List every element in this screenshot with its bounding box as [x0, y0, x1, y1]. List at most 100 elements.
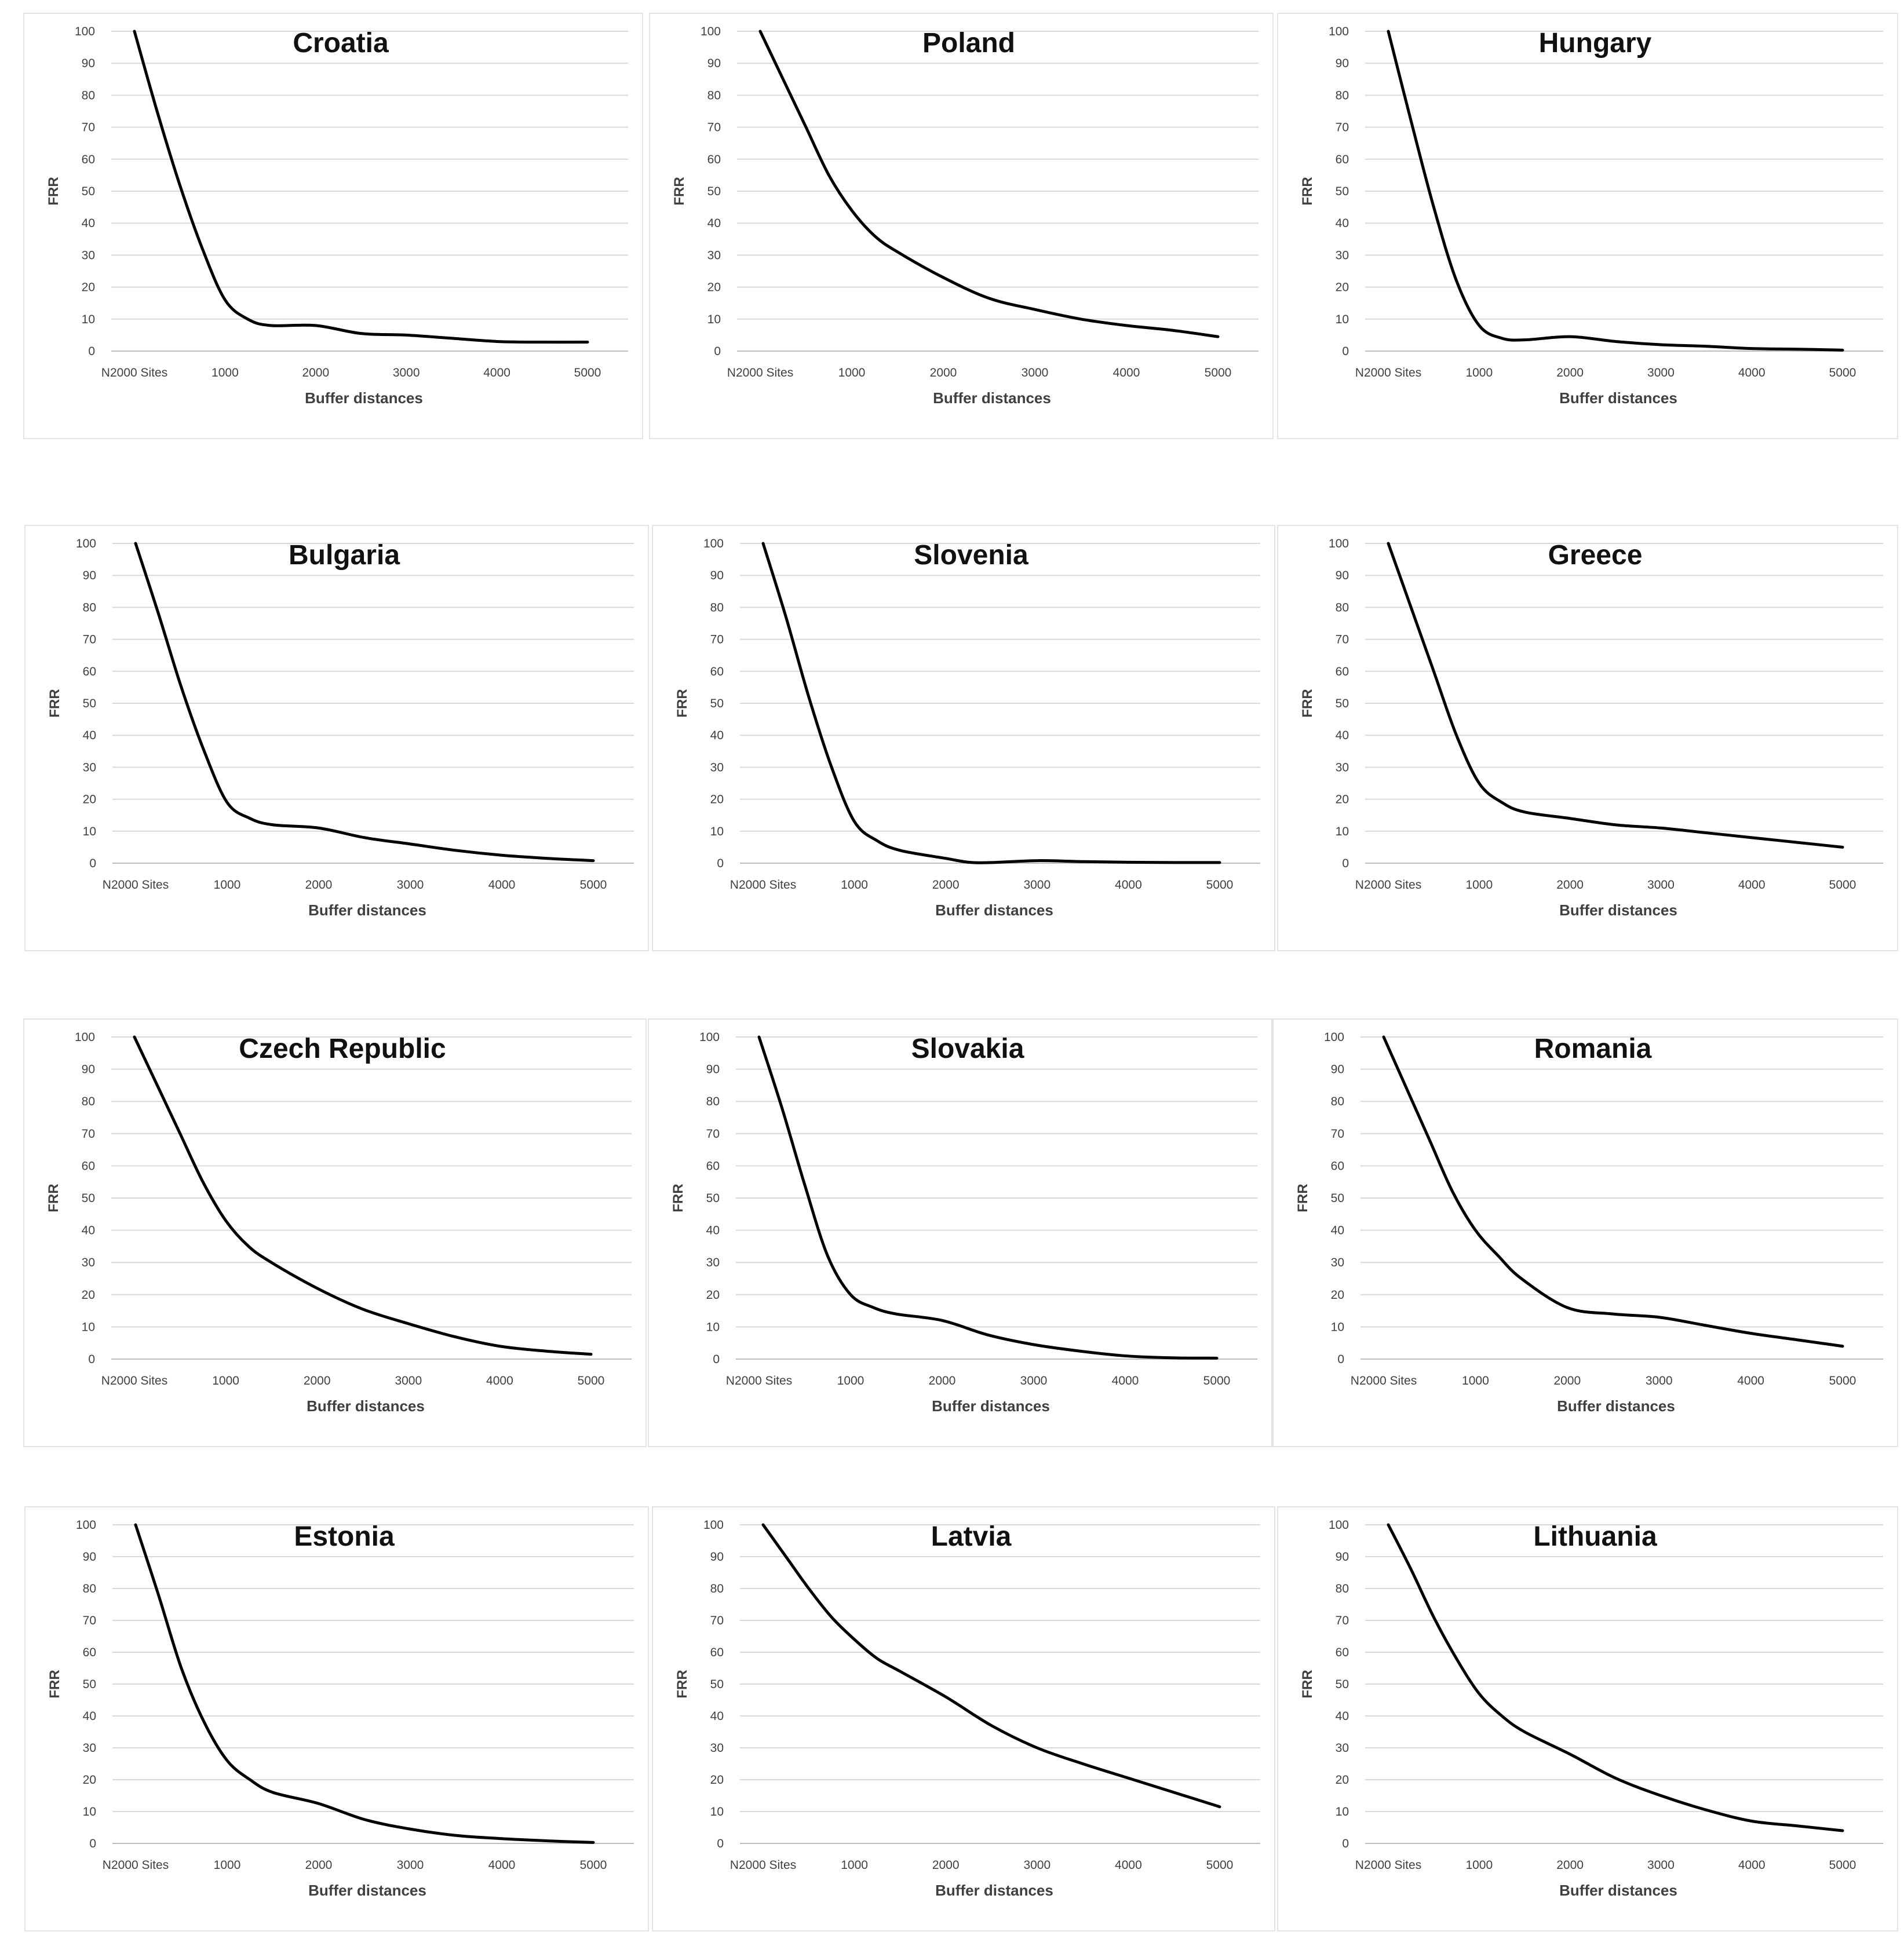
y-tick-label: 10 [82, 1320, 95, 1334]
x-axis-label: Buffer distances [1559, 901, 1677, 919]
y-tick-label: 50 [83, 1678, 96, 1691]
x-axis-label: Buffer distances [308, 1882, 426, 1899]
y-tick-label: 20 [706, 1288, 720, 1302]
x-tick-label: 5000 [1829, 878, 1856, 892]
y-tick-label: 80 [83, 601, 96, 614]
y-tick-label: 100 [1329, 537, 1349, 550]
series-line-frr [761, 1523, 1221, 1809]
x-tick-label: N2000 Sites [103, 1858, 169, 1872]
y-tick-label: 60 [82, 153, 95, 166]
chart-panel-czech-republic: 0 10 20 30 40 50 60 70 80 90 100 N2000 Sites 1000 200… [23, 1018, 647, 1447]
x-tick-label: 3000 [395, 1374, 422, 1387]
y-tick-label: 90 [83, 569, 96, 582]
y-tick-label: 100 [1324, 1031, 1344, 1044]
x-tick-label: 3000 [1023, 1858, 1051, 1872]
x-tick-label: 3000 [393, 366, 420, 379]
y-tick-label: 50 [1336, 1678, 1349, 1691]
x-tick-label: 2000 [1556, 878, 1584, 892]
y-tick-label: 90 [82, 1063, 95, 1076]
y-tick-label: 10 [83, 1805, 96, 1819]
x-axis-label: Buffer distances [935, 1882, 1053, 1899]
y-axis-label: FRR [672, 177, 687, 205]
y-tick-label: 80 [1331, 1095, 1344, 1108]
y-tick-label: 40 [1336, 217, 1349, 230]
y-tick-label: 40 [82, 217, 95, 230]
y-tick-label: 80 [707, 89, 721, 102]
chart-svg-lithuania: 0 10 20 30 40 50 60 70 80 90 100 N2000 Sites 1000 200… [1300, 1518, 1883, 1899]
y-tick-label: 10 [710, 825, 724, 838]
x-tick-label: 2000 [305, 1858, 333, 1872]
y-tick-label: 30 [82, 249, 95, 262]
y-axis-label: FRR [47, 1670, 63, 1698]
chart-title: Bulgaria [289, 540, 400, 571]
x-tick-label: N2000 Sites [101, 1374, 167, 1387]
y-tick-label: 0 [88, 345, 95, 358]
chart-panel-latvia: 0 10 20 30 40 50 60 70 80 90 100 N2000 Sites 1000 200… [652, 1506, 1275, 1931]
x-tick-label: 4000 [1738, 1858, 1766, 1872]
x-tick-label: N2000 Sites [726, 1374, 792, 1387]
y-tick-label: 40 [710, 1710, 724, 1723]
y-tick-label: 90 [706, 1063, 720, 1076]
y-tick-label: 30 [82, 1256, 95, 1269]
y-tick-label: 70 [710, 1614, 724, 1627]
y-tick-label: 60 [706, 1159, 720, 1173]
x-tick-label: 5000 [578, 1374, 605, 1387]
x-tick-label: 4000 [1112, 1374, 1139, 1387]
y-tick-label: 90 [1331, 1063, 1344, 1076]
y-tick-label: 60 [83, 1646, 96, 1659]
y-tick-label: 70 [710, 633, 724, 647]
series-line-frr [1387, 542, 1844, 849]
x-tick-label: N2000 Sites [1355, 1858, 1421, 1872]
x-tick-label: 4000 [1113, 366, 1140, 379]
x-axis-label: Buffer distances [1559, 389, 1677, 407]
y-tick-label: 50 [710, 1678, 724, 1691]
x-tick-label: 1000 [214, 1858, 241, 1872]
chart-svg-hungary: 0 10 20 30 40 50 60 70 80 90 100 N2000 Sites 1000 200… [1300, 25, 1883, 407]
chart-panel-estonia: 0 10 20 30 40 50 60 70 80 90 100 N2000 Sites 1000 200… [24, 1506, 649, 1931]
x-tick-label: 4000 [486, 1374, 513, 1387]
series-line-frr [1387, 1523, 1844, 1832]
chart-title: Hungary [1539, 28, 1652, 59]
y-tick-label: 30 [1331, 1256, 1344, 1269]
y-tick-label: 10 [1336, 313, 1349, 326]
chart-svg-bulgaria: 0 10 20 30 40 50 60 70 80 90 100 N2000 Sites 1000 200… [47, 537, 634, 919]
x-tick-label: 5000 [580, 878, 607, 892]
y-tick-label: 70 [706, 1127, 720, 1141]
y-tick-label: 20 [1336, 1773, 1349, 1787]
x-tick-label: 3000 [1647, 366, 1675, 379]
y-tick-label: 90 [83, 1550, 96, 1564]
y-tick-label: 100 [701, 25, 721, 38]
chart-svg-poland: 0 10 20 30 40 50 60 70 80 90 100 N2000 Sites 1000 200… [672, 25, 1259, 407]
y-axis-label: FRR [1295, 1184, 1311, 1212]
x-axis-label: Buffer distances [305, 389, 423, 407]
x-tick-label: 1000 [211, 366, 239, 379]
y-tick-label: 10 [1336, 1805, 1349, 1819]
y-tick-label: 60 [710, 665, 724, 678]
x-tick-label: 2000 [1556, 366, 1584, 379]
x-tick-label: N2000 Sites [103, 878, 169, 892]
x-tick-label: 5000 [1829, 1374, 1856, 1387]
y-tick-label: 90 [82, 57, 95, 70]
x-axis-label: Buffer distances [1557, 1397, 1675, 1415]
x-tick-label: N2000 Sites [1351, 1374, 1417, 1387]
y-tick-label: 30 [710, 761, 724, 774]
x-tick-label: 2000 [930, 366, 957, 379]
x-tick-label: 4000 [483, 366, 510, 379]
y-tick-label: 80 [1336, 89, 1349, 102]
y-tick-label: 0 [89, 1837, 96, 1850]
x-tick-label: 4000 [1115, 878, 1142, 892]
x-tick-label: 2000 [932, 878, 960, 892]
x-tick-label: 1000 [214, 878, 241, 892]
chart-svg-czech-republic: 0 10 20 30 40 50 60 70 80 90 100 N2000 Sites 1000 200… [46, 1031, 632, 1415]
y-tick-label: 40 [82, 1224, 95, 1237]
y-tick-label: 0 [713, 1353, 720, 1366]
y-tick-label: 0 [717, 1837, 724, 1850]
y-tick-label: 40 [1336, 1710, 1349, 1723]
x-tick-label: 1000 [1465, 1858, 1493, 1872]
y-tick-label: 100 [703, 537, 724, 550]
chart-panel-greece: 0 10 20 30 40 50 60 70 80 90 100 N2000 Sites 1000 200… [1277, 525, 1898, 951]
y-tick-label: 30 [83, 1741, 96, 1755]
chart-title: Latvia [931, 1521, 1012, 1552]
y-tick-label: 90 [707, 57, 721, 70]
x-axis-label: Buffer distances [932, 1397, 1050, 1415]
